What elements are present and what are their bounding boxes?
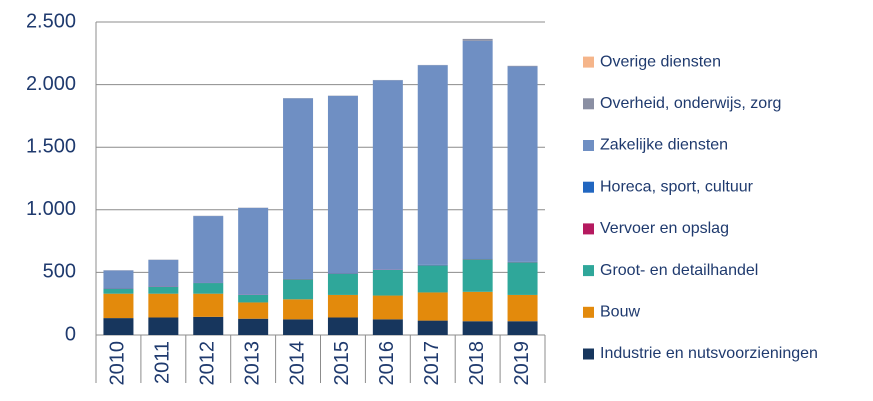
bar-segment [103, 288, 134, 294]
bar-segment [507, 66, 538, 262]
x-tick-label: 2013 [241, 341, 263, 386]
bar-segment [283, 98, 314, 279]
legend-swatch [583, 181, 594, 193]
x-tick-label: 2014 [286, 341, 308, 386]
bar-segment [327, 95, 358, 274]
bar-segment [417, 292, 448, 321]
bar-segment [283, 299, 314, 320]
bar-segment [193, 216, 224, 283]
bar-segment [148, 317, 179, 335]
legend-label: Overige diensten [600, 53, 721, 70]
bar-segment [238, 318, 269, 335]
legend-swatch [583, 306, 594, 318]
bar-segment [193, 283, 224, 294]
legend-label: Vervoer en opslag [600, 220, 729, 237]
legend-swatch [583, 98, 594, 110]
bar-segment [103, 293, 134, 319]
bar-segment [507, 262, 538, 295]
bar-segment [148, 286, 179, 294]
legend-label: Overheid, onderwijs, zorg [600, 95, 781, 112]
bar-segment [103, 270, 134, 289]
bar-segment [283, 279, 314, 300]
bar-segment [507, 321, 538, 335]
y-tick-label: 1.500 [26, 135, 76, 157]
legend-swatch [583, 223, 594, 235]
legend-label: Zakelijke diensten [600, 137, 728, 154]
x-tick-label: 2016 [376, 341, 398, 386]
bar-segment [327, 317, 358, 335]
bar-segment [193, 316, 224, 335]
bar-segment [238, 302, 269, 319]
bar-segment [327, 294, 358, 318]
bar-segment [283, 319, 314, 335]
x-tick-label: 2015 [331, 341, 353, 386]
legend-swatch [583, 140, 594, 151]
bar-segment [462, 40, 493, 259]
y-tick-label: 2.000 [26, 73, 76, 95]
legend-label: Groot- en detailhandel [600, 262, 758, 279]
bar-segment [148, 293, 179, 318]
bar-segment [462, 321, 493, 335]
y-tick-label: 2.500 [26, 10, 76, 32]
x-tick-label: 2011 [152, 341, 174, 384]
y-tick-label: 500 [43, 261, 76, 283]
bar-segment [462, 38, 493, 41]
bar-segment [462, 259, 493, 292]
y-tick-label: 1.000 [26, 198, 76, 220]
bar-segment [238, 207, 269, 295]
bar-segment [417, 65, 448, 265]
bar-segment [417, 265, 448, 293]
legend-swatch [583, 265, 594, 277]
legend-label: Industrie en nutsvoorzieningen [600, 345, 818, 362]
bar-segment [327, 273, 358, 295]
bar-segment [507, 294, 538, 322]
x-tick-label: 2017 [421, 341, 443, 386]
bar-segment [507, 65, 538, 67]
bar-segment [148, 259, 179, 287]
bar-segment [193, 293, 224, 317]
bar-segment [417, 320, 448, 335]
bar-segment [372, 295, 403, 320]
x-tick-label: 2010 [107, 341, 129, 386]
bar-segment [103, 318, 134, 335]
bar-segment [372, 80, 403, 270]
legend-label: Horeca, sport, cultuur [600, 178, 754, 195]
legend-label: Bouw [600, 304, 640, 321]
bar-segment [372, 269, 403, 296]
x-tick-label: 2012 [197, 341, 219, 386]
bar-segment [238, 294, 269, 303]
bar-segment [372, 319, 403, 335]
legend-swatch [583, 348, 594, 360]
legend-swatch [583, 56, 594, 68]
x-tick-label: 2019 [511, 341, 533, 386]
x-tick-label: 2018 [466, 341, 488, 386]
y-tick-label: 0 [65, 323, 76, 345]
bar-segment [462, 291, 493, 322]
